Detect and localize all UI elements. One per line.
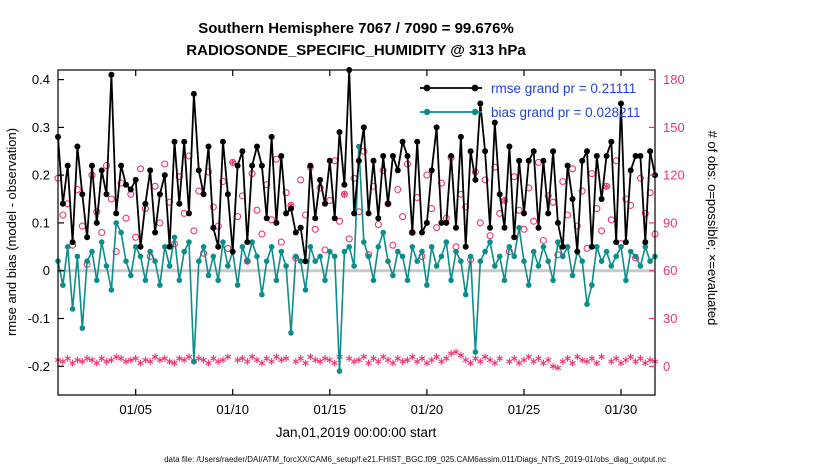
legend: rmse grand pr = 0.21111 bias grand pr = … — [420, 81, 641, 120]
legend-rmse-marker — [423, 84, 431, 92]
svg-text:0: 0 — [663, 359, 670, 374]
right-y-axis-label: # of obs: o=possible; ×=evaluated — [705, 131, 720, 326]
svg-text:90: 90 — [663, 215, 677, 230]
legend-rmse-marker — [471, 84, 479, 92]
series-rmse — [55, 67, 658, 265]
legend-rmse-label: rmse grand pr = 0.21111 — [491, 81, 636, 96]
svg-text:01/15: 01/15 — [314, 402, 347, 417]
series-bias — [55, 143, 658, 374]
legend-bias-marker — [471, 108, 479, 116]
svg-text:0.1: 0.1 — [32, 215, 50, 230]
svg-text:30: 30 — [663, 311, 677, 326]
svg-text:01/30: 01/30 — [605, 402, 638, 417]
x-axis-label: Jan,01,2019 00:00:00 start — [276, 425, 437, 440]
svg-text:120: 120 — [663, 168, 685, 183]
svg-text:0.3: 0.3 — [32, 120, 50, 135]
svg-text:0: 0 — [43, 263, 50, 278]
plot-area: -0.2 -0.1 0 0.1 0.2 0.3 0.4 0 30 60 90 120 150 180 01/… — [28, 67, 685, 417]
data-file-path: data file: /Users/raeder/DAI/ATM_forcXX/… — [164, 455, 666, 464]
axes-box: -0.2 -0.1 0 0.1 0.2 0.3 0.4 0 30 60 90 120 150 180 01/… — [28, 69, 685, 417]
svg-text:180: 180 — [663, 72, 685, 87]
svg-text:-0.2: -0.2 — [28, 359, 50, 374]
svg-text:150: 150 — [663, 120, 685, 135]
figure-subtitle: RADIOSONDE_SPECIFIC_HUMIDITY @ 313 hPa — [186, 42, 526, 59]
svg-text:0.2: 0.2 — [32, 168, 50, 183]
figure-title: Southern Hemisphere 7067 / 7090 = 99.676… — [198, 20, 514, 37]
svg-text:01/05: 01/05 — [119, 402, 152, 417]
svg-text:01/20: 01/20 — [411, 402, 444, 417]
svg-text:0.4: 0.4 — [32, 72, 50, 87]
svg-text:01/25: 01/25 — [508, 402, 541, 417]
svg-text:01/10: 01/10 — [216, 402, 249, 417]
legend-bias-marker — [423, 108, 431, 116]
svg-text:-0.1: -0.1 — [28, 311, 50, 326]
series-possible-obs — [54, 147, 659, 268]
legend-bias-label: bias grand pr = 0.028211 — [491, 105, 641, 120]
left-y-axis-label: rmse and bias (model - observation) — [4, 128, 19, 336]
svg-text:60: 60 — [663, 263, 677, 278]
